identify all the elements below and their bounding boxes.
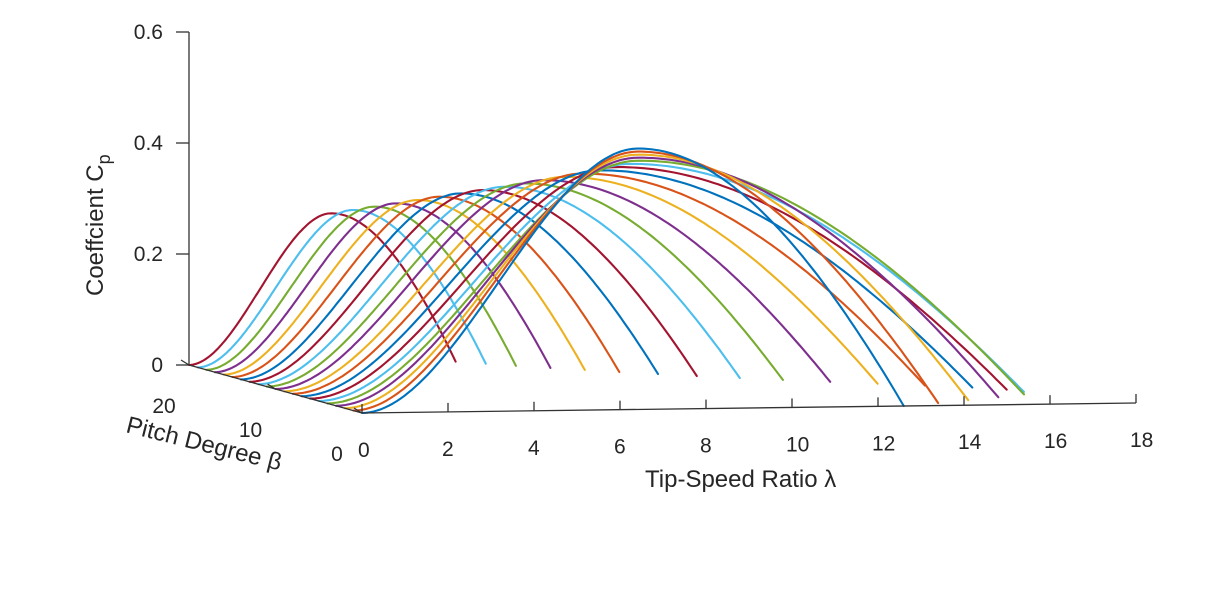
x-tick-label: 4: [528, 437, 540, 460]
y-tick-mark: [180, 359, 190, 366]
y-tick-label: 10: [239, 419, 262, 442]
series-curves: [187, 147, 1026, 415]
x-tick-label: 12: [872, 432, 895, 455]
cp-curve-pitch-13: [248, 189, 698, 383]
x-axis-title: Tip-Speed Ratio λ: [645, 466, 836, 493]
cp-curve-pitch-16: [222, 199, 586, 376]
cp-curve-pitch-14: [239, 192, 660, 381]
cp-curve-pitch-0: [360, 147, 905, 415]
z-tick-label: 0.4: [134, 132, 164, 155]
x-tick-label: 2: [442, 438, 454, 461]
x-tick-label: 16: [1044, 430, 1067, 453]
cp-curve-pitch-11: [265, 182, 784, 388]
cp-curve-pitch-15: [231, 195, 621, 379]
svg-text:Coeffcient Cp: Coeffcient Cp: [82, 154, 114, 296]
cp-curve-pitch-19: [196, 208, 487, 369]
cp-curve-pitch-7: [300, 169, 974, 398]
x-tick-label: 8: [700, 435, 712, 458]
cp-curve-pitch-12: [257, 185, 741, 386]
cp-curve-pitch-4: [326, 159, 1026, 405]
z-tick-label: 0: [151, 354, 163, 377]
cp-curve-pitch-20: [187, 212, 457, 367]
z-tick-label: 0.2: [134, 243, 163, 266]
cp-curve-pitch-3: [335, 156, 1000, 407]
y-tick-mark: [267, 383, 276, 390]
cp-curve-pitch-2: [343, 153, 970, 410]
x-tick-label: 18: [1130, 429, 1153, 452]
x-tick-label: 10: [786, 433, 809, 456]
tick-labels: 0 2 4 6 8 10 12 14 16 18 0 10 20 0 0.2 0.4 0.6: [134, 21, 1154, 466]
y-tick-label: 0: [331, 443, 343, 466]
axes: [176, 31, 1137, 414]
cp-curve-pitch-8: [291, 172, 926, 395]
z-axis-title: Coeffcient Cp: [82, 154, 114, 296]
x-tick-label: 6: [614, 436, 626, 459]
z-axis-title-subscript: p: [94, 154, 114, 164]
x-axis-line: [361, 402, 1137, 414]
cp-curve-pitch-18: [205, 205, 517, 371]
cp-curve-pitch-5: [317, 162, 1025, 403]
z-axis-title-main: Coeffcient C: [82, 164, 109, 296]
cp-curve-pitch-1: [352, 150, 940, 412]
x-tick-label: 14: [958, 431, 982, 454]
y-tick-label: 20: [152, 395, 175, 418]
z-tick-label: 0.6: [134, 21, 163, 44]
y-tick-mark: [353, 407, 363, 414]
x-tick-label: 0: [358, 439, 370, 462]
